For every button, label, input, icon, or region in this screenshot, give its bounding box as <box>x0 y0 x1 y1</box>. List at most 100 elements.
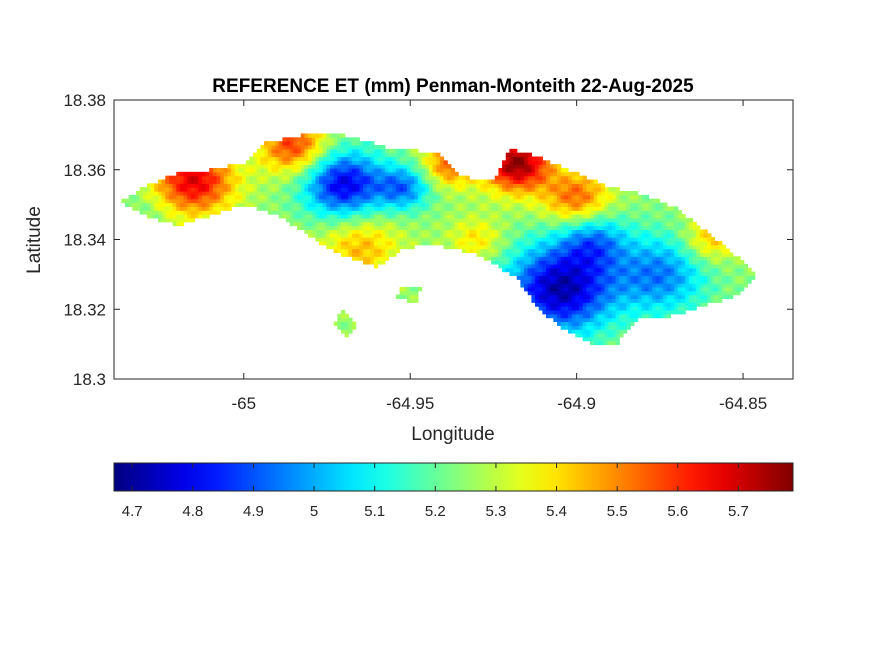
heatmap-cell <box>373 175 379 181</box>
heatmap-cell <box>710 248 716 254</box>
heatmap-cell <box>637 252 642 257</box>
heatmap-cell <box>414 214 419 219</box>
heatmap-cell <box>608 286 613 292</box>
heatmap-cell <box>747 275 752 280</box>
heatmap-cell <box>578 302 584 307</box>
heatmap-cell <box>578 225 584 230</box>
heatmap-cell <box>659 256 664 261</box>
heatmap-cell <box>513 194 518 200</box>
heatmap-cell <box>491 183 496 188</box>
heatmap-cell <box>461 240 467 246</box>
heatmap-cell <box>282 206 287 211</box>
heatmap-cell <box>381 171 386 177</box>
heatmap-cell <box>560 294 565 300</box>
heatmap-cell <box>469 187 474 192</box>
heatmap-cell <box>135 191 141 196</box>
heatmap-cell <box>487 194 492 200</box>
heatmap-cell <box>205 171 210 177</box>
heatmap-cell <box>417 175 423 181</box>
heatmap-cell <box>362 260 368 265</box>
heatmap-cell <box>513 267 518 273</box>
heatmap-cell <box>531 225 536 230</box>
heatmap-cell <box>527 275 532 280</box>
heatmap-cell <box>176 214 181 219</box>
heatmap-cell <box>297 187 302 192</box>
heatmap-cell <box>578 332 584 338</box>
heatmap-cell <box>498 175 503 181</box>
heatmap-cell <box>578 260 584 265</box>
heatmap-cell <box>582 302 587 307</box>
heatmap-cell <box>172 191 177 196</box>
heatmap-cell <box>212 194 218 200</box>
heatmap-cell <box>568 191 573 196</box>
heatmap-cell <box>630 279 635 284</box>
heatmap-cell <box>633 279 639 284</box>
heatmap-cell <box>527 198 532 204</box>
heatmap-cell <box>710 275 716 280</box>
heatmap-cell <box>381 168 386 173</box>
heatmap-cell <box>399 290 404 296</box>
heatmap-cell <box>341 160 346 165</box>
heatmap-cell <box>286 152 291 158</box>
heatmap-cell <box>527 283 532 288</box>
heatmap-cell <box>633 290 639 296</box>
heatmap-cell <box>520 179 525 184</box>
heatmap-cell <box>619 210 624 215</box>
heatmap-cell <box>648 294 653 300</box>
heatmap-cell <box>582 217 587 223</box>
heatmap-cell <box>348 229 353 234</box>
heatmap-cell <box>527 267 532 273</box>
heatmap-cell <box>546 206 551 211</box>
heatmap-cell <box>692 298 697 303</box>
heatmap-cell <box>498 237 503 242</box>
heatmap-cell <box>271 206 276 211</box>
heatmap-cell <box>692 267 697 273</box>
heatmap-cell <box>546 179 551 184</box>
heatmap-cell <box>546 214 551 219</box>
heatmap-cell <box>348 244 353 250</box>
heatmap-cell <box>633 302 639 307</box>
heatmap-cell <box>622 210 628 215</box>
heatmap-cell <box>388 214 393 219</box>
heatmap-cell <box>322 156 327 161</box>
heatmap-cell <box>652 294 657 300</box>
heatmap-cell <box>568 256 573 261</box>
heatmap-cell <box>421 225 426 230</box>
heatmap-cell <box>406 194 412 200</box>
heatmap-cell <box>659 244 664 250</box>
heatmap-cell <box>227 202 232 207</box>
heatmap-cell <box>348 206 353 211</box>
heatmap-cell <box>520 217 525 223</box>
heatmap-cell <box>688 248 694 254</box>
heatmap-cell <box>326 225 331 230</box>
heatmap-cell <box>381 214 386 219</box>
heatmap-cell <box>535 286 540 292</box>
heatmap-cell <box>575 237 580 242</box>
heatmap-cell <box>520 225 525 230</box>
heatmap-cell <box>546 240 551 246</box>
heatmap-cell <box>681 233 686 238</box>
heatmap-cell <box>245 179 251 184</box>
heatmap-cell <box>714 263 719 269</box>
heatmap-cell <box>381 248 386 254</box>
heatmap-cell <box>469 206 474 211</box>
heatmap-cell <box>611 260 617 265</box>
heatmap-cell <box>289 171 294 177</box>
heatmap-cell <box>531 290 536 296</box>
heatmap-cell <box>505 206 511 211</box>
heatmap-cell <box>516 275 521 280</box>
heatmap-cell <box>586 240 591 246</box>
heatmap-cell <box>454 214 459 219</box>
colorbar-tick-label: 4.7 <box>122 503 143 520</box>
heatmap-cell <box>707 294 712 300</box>
x-axis: -65 -64.95 -64.9 -64.85 <box>232 100 767 413</box>
heatmap-cell <box>516 168 521 173</box>
heatmap-cell <box>450 183 456 188</box>
heatmap-cell <box>568 194 573 200</box>
heatmap-cell <box>582 233 587 238</box>
heatmap-cell <box>359 206 364 211</box>
heatmap-cell <box>432 194 437 200</box>
heatmap-cell <box>304 179 309 184</box>
heatmap-cell <box>362 156 368 161</box>
heatmap-cell <box>494 194 500 200</box>
